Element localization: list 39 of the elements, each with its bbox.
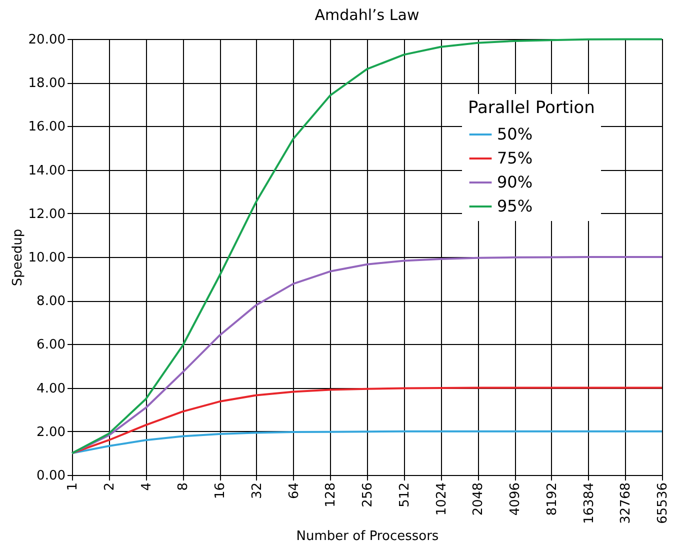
x-tick-label: 4 (139, 482, 154, 491)
x-tick-label: 256 (360, 482, 376, 508)
x-tick-label: 16384 (582, 482, 597, 524)
x-tick-label: 65536 (656, 482, 670, 524)
legend-label: 90% (497, 172, 533, 192)
legend-title: Parallel Portion (468, 98, 595, 118)
x-tick-label: 128 (324, 482, 339, 508)
x-tick-label: 2 (102, 482, 118, 491)
x-tick-label: 32768 (618, 482, 634, 524)
x-tick-label: 64 (286, 482, 302, 500)
x-tick-label: 4096 (508, 482, 523, 516)
x-tick-label: 32 (250, 482, 265, 500)
legend-label: 50% (497, 124, 533, 144)
y-axis-title: Speedup (10, 228, 26, 286)
y-tick-label: 6.00 (36, 338, 66, 353)
x-tick-label: 1 (66, 482, 80, 491)
x-tick-label: 512 (397, 482, 412, 508)
y-tick-label: 16.00 (28, 120, 66, 135)
legend-label: 95% (497, 196, 533, 216)
x-tick-label: 8192 (544, 482, 560, 516)
y-tick-label: 2.00 (36, 424, 66, 440)
y-tick-label: 4.00 (36, 381, 66, 396)
y-tick-label: 8.00 (36, 294, 66, 310)
legend-label: 75% (497, 148, 533, 168)
x-tick-label: 1024 (434, 482, 450, 516)
y-tick-label: 14.00 (28, 163, 66, 178)
y-tick-label: 0.00 (36, 468, 66, 484)
line-series (71, 386, 663, 454)
y-tick-label: 20.00 (28, 32, 66, 48)
y-tick-label: 10.00 (28, 250, 66, 266)
x-tick-label: 16 (213, 482, 228, 500)
y-tick-label: 18.00 (28, 76, 66, 92)
x-tick-label: 2048 (471, 482, 486, 516)
y-tick-label: 12.00 (28, 206, 66, 222)
line-series (71, 38, 663, 454)
x-axis-title: Number of Processors (296, 528, 439, 544)
x-tick-label: 8 (176, 482, 192, 491)
chart-title: Amdahl’s Law (314, 6, 420, 24)
line-series (71, 430, 663, 454)
